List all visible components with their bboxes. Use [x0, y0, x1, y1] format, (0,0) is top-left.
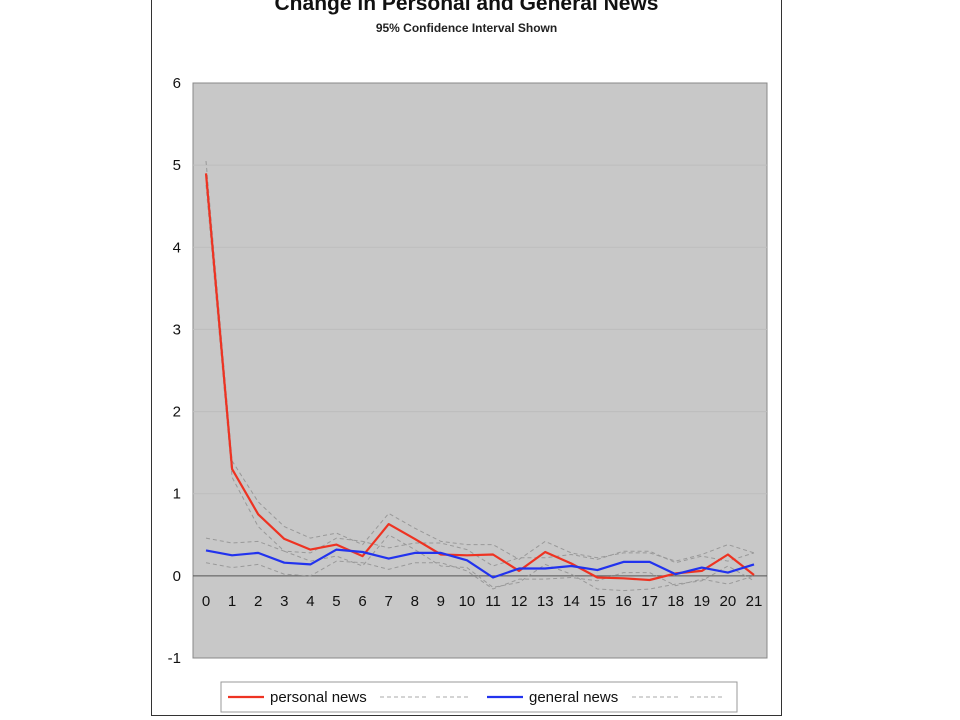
- plot-area: [192, 82, 768, 659]
- x-tick-label: 7: [384, 593, 392, 610]
- x-tick-label: 12: [511, 593, 528, 610]
- personal-legend-label: personal news: [270, 689, 367, 706]
- x-tick-label: 3: [280, 593, 288, 610]
- x-tick-label: 16: [615, 593, 632, 610]
- x-tick-label: 5: [332, 593, 340, 610]
- legend: [220, 681, 738, 713]
- x-tick-label: 15: [589, 593, 606, 610]
- y-tick-label: 2: [173, 404, 181, 421]
- y-tick-label: 3: [173, 321, 181, 338]
- x-tick-label: 17: [641, 593, 658, 610]
- y-tick-label: 6: [173, 75, 181, 92]
- general-ci-lower: [205, 560, 755, 590]
- y-tick-label: -1: [168, 650, 181, 667]
- x-tick-label: 18: [667, 593, 684, 610]
- chart-subtitle: 95% Confidence Interval Shown: [375, 21, 558, 35]
- x-tick-label: 13: [537, 593, 554, 610]
- x-tick-label: 4: [306, 593, 314, 610]
- x-tick-label: 19: [693, 593, 710, 610]
- x-tick-label: 9: [437, 593, 445, 610]
- x-tick-label: 6: [358, 593, 366, 610]
- x-tick-label: 0: [202, 593, 210, 610]
- y-tick-label: 4: [173, 239, 181, 256]
- x-tick-label: 2: [254, 593, 262, 610]
- general-legend-label: general news: [529, 689, 618, 706]
- x-tick-label: 8: [411, 593, 419, 610]
- x-tick-label: 20: [720, 593, 737, 610]
- general-ci-upper: [205, 537, 755, 567]
- general-news-line: [205, 548, 755, 579]
- x-tick-label: 1: [228, 593, 236, 610]
- personal-ci-upper: [205, 160, 755, 562]
- y-tick-label: 1: [173, 486, 181, 503]
- x-tick-label: 10: [459, 593, 476, 610]
- x-tick-label: 21: [746, 593, 763, 610]
- y-tick-label: 0: [173, 568, 181, 585]
- personal-ci-lower: [205, 184, 755, 592]
- y-tick-label: 5: [173, 157, 181, 174]
- personal-news-line: [204, 173, 755, 582]
- chart-title: Change in Personal and General News: [274, 0, 659, 15]
- x-tick-label: 11: [485, 593, 501, 610]
- x-tick-label: 14: [563, 593, 580, 610]
